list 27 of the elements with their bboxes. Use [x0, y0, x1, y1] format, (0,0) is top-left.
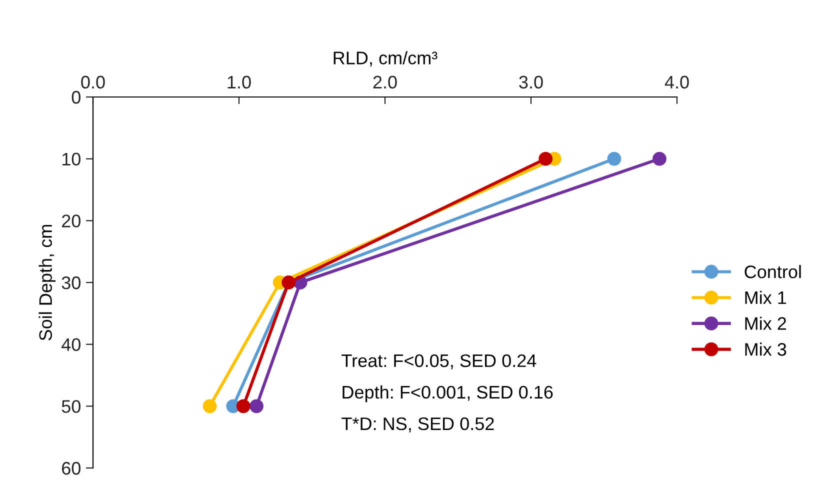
y-tick-label: 50	[62, 400, 80, 413]
point	[250, 399, 264, 414]
point	[202, 399, 217, 414]
y-tick-label: 60	[62, 462, 80, 475]
y-tick-label: 20	[62, 214, 80, 228]
point	[607, 152, 622, 166]
x-axis-title: RLD, cm/cm³	[334, 51, 438, 67]
annotation: T*D: NS, SED 0.52	[342, 417, 494, 432]
legend-label: Mix 2	[745, 316, 786, 330]
y-axis-title: Soil Depth, cm	[38, 224, 56, 340]
annotation: Treat: F<0.05, SED 0.24	[342, 354, 536, 370]
legend-label: Mix 1	[745, 290, 786, 304]
y-tick-label: 40	[62, 338, 80, 352]
x-tick-label: 0.0	[81, 76, 105, 89]
point	[652, 152, 666, 166]
y-tick-label: 10	[62, 152, 80, 166]
x-tick-label: 1.0	[228, 76, 251, 89]
y-tick-label: 30	[62, 276, 80, 290]
x-tick-label: 2.0	[373, 76, 397, 89]
legend-label: Control	[744, 264, 801, 278]
legend-label: Mix 3	[745, 342, 786, 356]
point	[236, 399, 250, 414]
x-tick-label: 3.0	[519, 76, 543, 89]
point	[538, 152, 553, 166]
annotation: Depth: F<0.001, SED 0.16	[342, 385, 553, 402]
y-tick-label: 0	[72, 90, 80, 104]
x-tick-label: 4.0	[664, 76, 689, 89]
